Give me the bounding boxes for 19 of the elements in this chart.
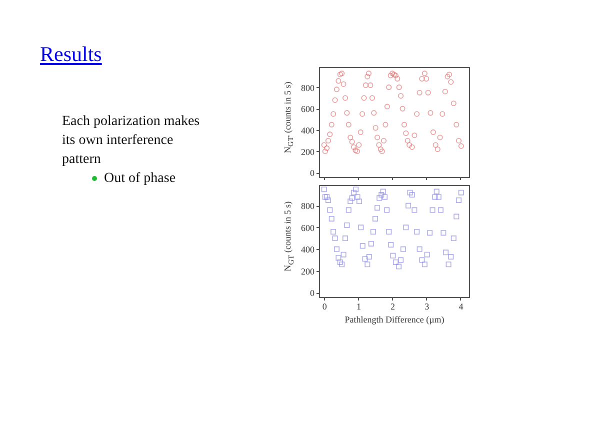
y-tick-label: 400 [301,126,315,136]
x-tick-label: 0 [322,302,328,312]
y-tick-label: 800 [301,82,315,93]
x-axis-title: Pathlength Difference (µm) [344,314,444,324]
y-tick-label: 800 [301,201,315,212]
x-tick-label: 1 [356,302,361,312]
text: Out of phase [103,171,176,187]
y-tick-label: 200 [301,146,315,157]
x-tick-label: 4 [458,302,464,312]
y-tick-label: 0 [310,288,315,298]
x-tick-label: 3 [424,302,430,312]
y-tick-label: 200 [301,266,315,276]
y-tick-label: 600 [301,222,315,233]
text: Each polarization makes its own interference pattern [62,113,201,169]
y-tick-label: 400 [301,244,315,255]
y-tick-label: 600 [301,104,315,114]
x-tick-label: 2 [390,302,396,312]
text: Results [40,42,102,67]
y-tick-label: 0 [310,168,315,178]
